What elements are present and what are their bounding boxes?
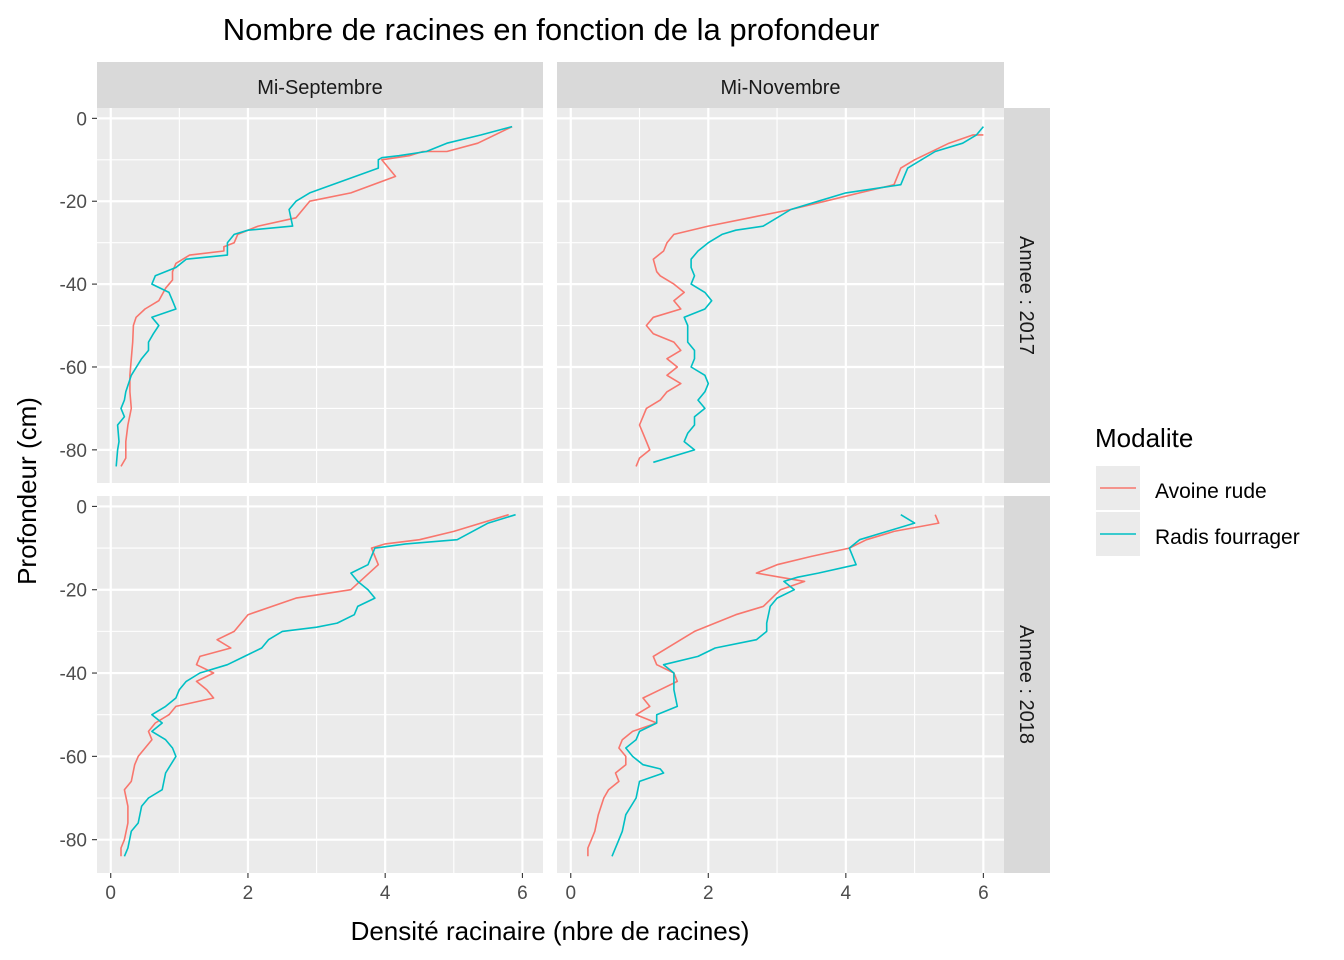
- series-line-radis-fourrager: [115, 125, 513, 467]
- y-tick-label: -20: [60, 581, 87, 602]
- x-tick-label: 0: [105, 883, 116, 904]
- panel-background: [97, 108, 543, 483]
- strip-column-mi-septembre: [97, 62, 543, 108]
- series-line-avoine-rude: [587, 514, 940, 857]
- series-line-avoine-rude: [120, 513, 509, 857]
- x-axis-title: Densité racinaire (nbre de racines): [351, 916, 750, 946]
- legend-label-avoine-rude: Avoine rude: [1155, 480, 1267, 503]
- series-line-radis-fourrager: [123, 513, 516, 857]
- x-tick-label: 4: [841, 883, 852, 904]
- y-axis-title: Profondeur (cm): [12, 397, 42, 585]
- legend: Modalite Avoine rude Radis fourrager: [1095, 423, 1300, 556]
- series-line-radis-fourrager: [653, 126, 985, 464]
- x-tick-label: 6: [517, 883, 528, 904]
- y-tick-label: -80: [60, 441, 87, 462]
- x-tick-label: 2: [243, 883, 254, 904]
- x-tick-label: 0: [565, 883, 576, 904]
- y-tick-label: 0: [76, 497, 87, 518]
- y-tick-label: -60: [60, 747, 87, 768]
- legend-label-radis-fourrager: Radis fourrager: [1155, 526, 1300, 549]
- strip-row-annee-2017: [1004, 108, 1050, 483]
- panel-background: [557, 496, 1004, 873]
- y-tick-label: -40: [60, 664, 87, 685]
- series-line-avoine-rude: [635, 134, 984, 467]
- panel-background: [557, 108, 1004, 483]
- x-tick-label: 2: [703, 883, 714, 904]
- y-tick-label: -60: [60, 358, 87, 379]
- strip-column-label: Mi-Novembre: [720, 77, 840, 99]
- legend-title: Modalite: [1095, 423, 1193, 453]
- series-line-avoine-rude: [120, 125, 513, 467]
- y-tick-label: -20: [60, 192, 87, 213]
- x-tick-label: 6: [978, 883, 989, 904]
- panel-2-1: [97, 496, 543, 873]
- panel-1-2: [557, 108, 1004, 483]
- axes-layer: 0 -20 -40 -60 -80 0 -20 -40 -60 -80 0 2 4 6 0 2 4 6: [60, 109, 989, 904]
- strips-layer: Mi-Septembre Mi-Novembre Annee : 2017 Annee…: [97, 62, 1050, 873]
- y-tick-label: -40: [60, 275, 87, 296]
- strip-row-annee-2018: [1004, 496, 1050, 873]
- panel-1-1: [97, 108, 543, 483]
- panels-layer: [97, 108, 1004, 873]
- plot-title: Nombre de racines en fonction de la prof…: [223, 12, 880, 47]
- strip-row-label: Annee : 2018: [1015, 625, 1037, 744]
- strip-column-label: Mi-Septembre: [257, 77, 383, 99]
- strip-column-mi-novembre: [557, 62, 1004, 108]
- x-tick-label: 4: [380, 883, 391, 904]
- y-tick-label: -80: [60, 831, 87, 852]
- strip-row-label: Annee : 2017: [1015, 236, 1037, 355]
- y-tick-label: 0: [76, 109, 87, 130]
- panel-2-2: [557, 496, 1004, 873]
- series-line-radis-fourrager: [611, 514, 916, 857]
- panel-background: [97, 496, 543, 873]
